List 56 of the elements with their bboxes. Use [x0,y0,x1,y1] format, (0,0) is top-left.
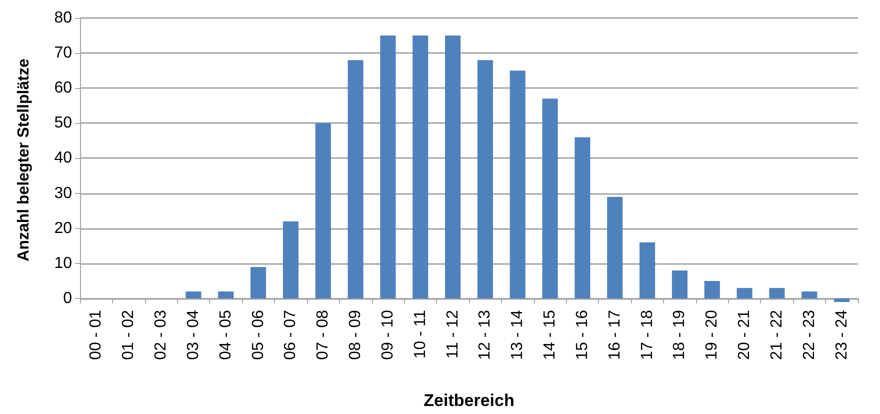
bar [542,98,558,298]
x-tick-label: 07 - 08 [314,310,332,360]
bar [380,36,396,298]
bar [607,196,623,298]
bar [769,288,785,298]
bar [445,36,461,298]
bar [802,291,818,298]
x-tick-label: 08 - 09 [347,310,364,360]
bar [186,291,202,298]
bar [834,298,850,302]
x-tick-label: 01 - 02 [120,310,138,360]
x-tick-label: 19 - 20 [704,310,721,360]
y-axis-title: Anzahl belegter Stellplätze [16,58,32,262]
x-tick-label: 10 - 11 [412,310,429,359]
x-tick-label: 18 - 19 [671,310,688,360]
bar [412,36,428,298]
y-tick-label: 60 [54,80,72,97]
x-tick-label: 13 - 14 [509,310,526,360]
bar [315,123,331,298]
x-tick-label: 12 - 13 [476,310,494,360]
y-tick-label: 50 [54,114,72,132]
x-tick-label: 03 - 04 [184,310,202,360]
x-tick-label: 16 - 17 [606,310,624,360]
y-tick-label: 30 [54,184,72,202]
y-tick-label: 20 [54,220,72,237]
bar [704,280,720,298]
y-tick-label: 80 [54,10,72,26]
x-tick-label: 15 - 16 [574,310,591,360]
bar [250,266,266,298]
x-tick-label: 22 - 23 [800,310,818,360]
bar [574,137,590,298]
x-axis-title: Zeitbereich [424,391,514,410]
bar [672,270,688,298]
bar [282,221,298,298]
bar [477,60,493,298]
bar [736,288,752,298]
x-tick-label: 17 - 18 [638,310,656,360]
x-tick-label: 09 - 10 [379,310,396,360]
x-tick-label: 06 - 07 [282,310,300,360]
bar [510,70,526,298]
x-tick-label: 14 - 15 [542,310,559,360]
bar [348,60,364,298]
y-tick-label: 10 [54,254,72,272]
x-tick-label: 00 - 01 [88,310,105,360]
bar [640,242,656,298]
x-tick-label: 02 - 03 [152,310,170,360]
x-tick-label: 04 - 05 [217,310,234,360]
y-tick-label: 0 [63,290,72,307]
y-tick-label: 40 [54,150,72,167]
x-tick-label: 23 - 24 [833,310,850,360]
x-tick-label: 20 - 21 [736,310,754,360]
x-tick-label: 21 - 22 [768,310,786,360]
x-tick-label: 11 - 12 [444,310,462,359]
y-tick-label: 70 [54,44,72,62]
x-tick-label: 05 - 06 [250,310,267,360]
bar [218,291,234,298]
